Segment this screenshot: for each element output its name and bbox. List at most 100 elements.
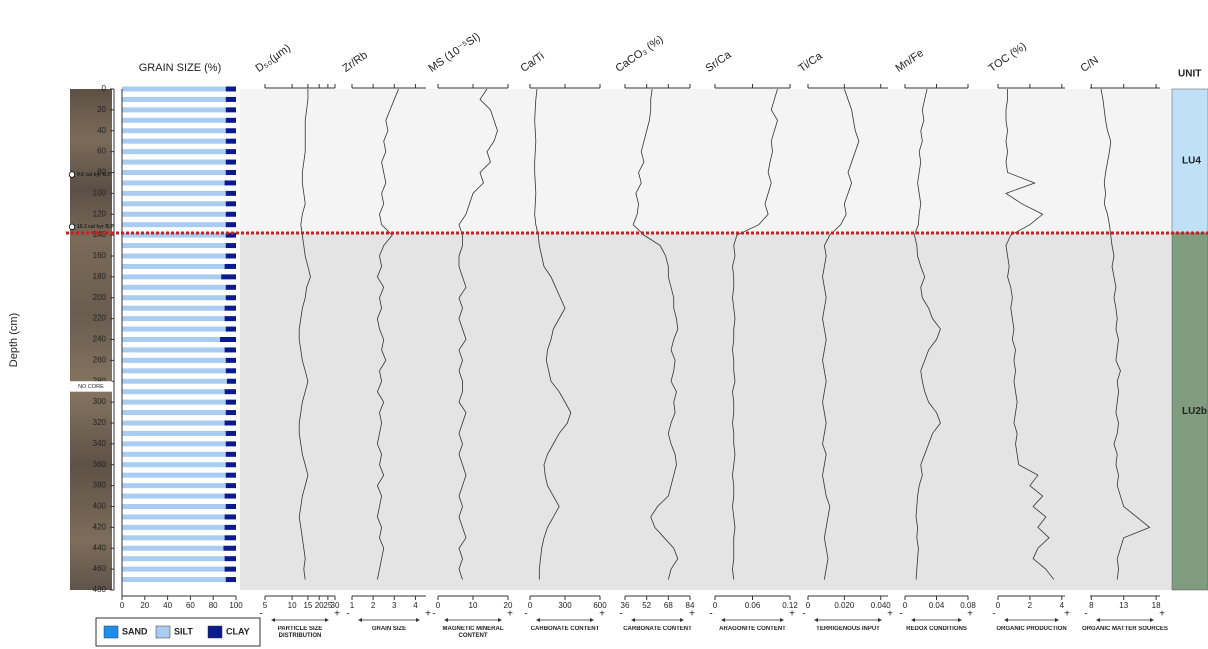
profile-line	[914, 88, 941, 580]
panel-description: CARBONATE CONTENT	[623, 626, 692, 632]
panel-title: Sr/Ca	[704, 48, 735, 74]
panel-description: MAGNETIC MINERAL CONTENT	[442, 626, 504, 639]
y-tick-label: 140	[93, 230, 107, 239]
x-tick-label: 20	[504, 601, 513, 610]
grain-bar	[122, 284, 226, 290]
y-tick-label: 220	[93, 314, 107, 323]
grain-bar	[225, 201, 236, 207]
grain-bar	[122, 86, 226, 92]
panel-description: REDOX CONDITIONS	[906, 626, 967, 632]
grain-bar	[122, 483, 226, 489]
x-tick-label: 13	[1119, 601, 1128, 610]
grain-bar	[225, 232, 236, 238]
direction-low: -	[346, 609, 349, 620]
y-tick-label: 340	[93, 439, 107, 448]
panel-description-text: GRAIN SIZE	[371, 626, 407, 632]
y-tick-label: 160	[93, 251, 107, 260]
x-tick-label: 2	[1028, 601, 1033, 610]
x-tick-label: 0.04	[929, 601, 945, 610]
grain-bar	[122, 159, 226, 165]
grain-bar	[225, 430, 236, 436]
direction-high: +	[689, 609, 695, 620]
y-tick-label: 180	[93, 272, 107, 281]
grain-bar	[122, 232, 226, 238]
panel-description: TERRIGENOUS INPUT	[816, 626, 880, 632]
grain-bar	[122, 566, 225, 572]
grain-bar	[225, 357, 236, 363]
direction-high: +	[967, 609, 973, 620]
y-tick-label: 460	[93, 564, 107, 573]
x-tick-label: 3	[392, 601, 397, 610]
grain-bar	[225, 211, 236, 217]
grain-bar	[122, 514, 225, 520]
y-tick-label: 0	[102, 84, 107, 93]
panel-description: CARBONATE CONTENT	[531, 626, 600, 632]
direction-low: -	[619, 609, 622, 620]
grain-bar	[122, 535, 225, 541]
grain-bar	[225, 577, 236, 583]
y-tick-label: 320	[93, 418, 107, 427]
x-tick-label: 30	[331, 601, 340, 610]
x-tick-label: 25	[323, 601, 332, 610]
direction-high: +	[887, 609, 893, 620]
legend-box	[95, 617, 261, 647]
panel-description-text: MAGNETIC MINERAL CONTENT	[442, 626, 504, 639]
grain-bar	[225, 86, 236, 92]
no-core-label: NO CORE	[78, 384, 104, 390]
panel-description-text: CARBONATE CONTENT	[623, 626, 692, 632]
x-tick-label: 0.12	[782, 601, 798, 610]
y-axis-title: Depth (cm)	[8, 313, 20, 367]
grain-bar	[225, 159, 236, 165]
x-tick-label: 60	[186, 601, 195, 610]
grain-bar	[224, 524, 236, 530]
direction-low: -	[709, 609, 712, 620]
x-tick-label: 80	[209, 601, 218, 610]
x-tick-label: 0	[806, 601, 811, 610]
grain-bar	[122, 128, 226, 134]
y-tick-label: 80	[97, 168, 106, 177]
grain-bar	[224, 263, 236, 269]
y-tick-label: 40	[97, 126, 106, 135]
panel-description: ARAGONITE CONTENT	[719, 626, 786, 632]
core-photo	[70, 89, 112, 590]
x-tick-label: 100	[229, 601, 243, 610]
grain-bar	[122, 222, 226, 228]
grain-bar	[224, 347, 236, 353]
profile-line	[458, 88, 498, 580]
x-tick-label: 0	[528, 601, 533, 610]
grain-bar	[122, 462, 226, 468]
direction-high: +	[789, 609, 795, 620]
x-tick-label: 10	[288, 601, 297, 610]
legend-swatch	[207, 625, 223, 639]
x-tick-label: 20	[140, 601, 149, 610]
x-tick-label: 300	[558, 601, 572, 610]
unit-box	[1171, 88, 1208, 234]
legend-label: SILT	[174, 626, 193, 636]
grain-bar	[122, 577, 226, 583]
grain-bar	[122, 274, 222, 280]
x-tick-label: 0	[996, 601, 1001, 610]
grain-bar	[122, 472, 226, 478]
direction-high: +	[507, 609, 513, 620]
grain-bar	[225, 107, 236, 113]
grain-size-title: GRAIN SIZE (%)	[139, 62, 222, 74]
grain-bar	[122, 504, 226, 509]
grain-bar	[122, 263, 225, 269]
legend-label: CLAY	[226, 626, 250, 636]
direction-high: +	[599, 609, 605, 620]
panel-title: Zr/Rb	[341, 49, 370, 75]
direction-low: -	[524, 609, 527, 620]
x-tick-label: 0	[903, 601, 908, 610]
grain-bar	[122, 149, 226, 155]
panel-description-text: ORGANIC PRODUCTION	[996, 626, 1067, 632]
x-tick-label: 0	[120, 601, 125, 610]
panel-description: PARTICLE SIZE DISTRIBUTION	[278, 626, 323, 639]
panel-title: Ca/Ti	[519, 50, 547, 75]
y-tick-label: 260	[93, 355, 107, 364]
grain-bar	[225, 96, 236, 102]
x-tick-label: 5	[263, 601, 268, 610]
x-tick-label: 18	[1152, 601, 1161, 610]
x-tick-label: 0.06	[745, 601, 761, 610]
x-tick-label: 0.020	[834, 601, 855, 610]
